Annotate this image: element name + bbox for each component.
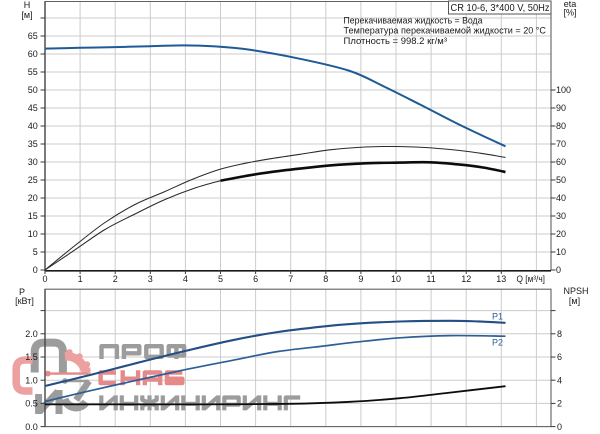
svg-text:1.0: 1.0 xyxy=(25,375,38,385)
svg-text:12: 12 xyxy=(461,274,471,284)
svg-text:4: 4 xyxy=(183,274,188,284)
svg-text:20: 20 xyxy=(28,193,38,203)
svg-text:30: 30 xyxy=(556,211,566,221)
svg-text:4: 4 xyxy=(557,375,562,385)
svg-text:8: 8 xyxy=(323,274,328,284)
svg-text:9: 9 xyxy=(358,274,363,284)
svg-text:0: 0 xyxy=(556,265,561,275)
svg-text:6: 6 xyxy=(253,274,258,284)
svg-text:H: H xyxy=(24,0,31,10)
svg-text:Плотность = 998.2 кг/м³: Плотность = 998.2 кг/м³ xyxy=(344,36,448,46)
svg-text:P2: P2 xyxy=(492,338,503,348)
svg-text:50: 50 xyxy=(556,175,566,185)
svg-text:10: 10 xyxy=(28,229,38,239)
svg-text:90: 90 xyxy=(556,103,566,113)
svg-text:2.0: 2.0 xyxy=(25,329,38,339)
svg-text:45: 45 xyxy=(28,103,38,113)
svg-text:[м]: [м] xyxy=(21,10,32,20)
svg-text:1.5: 1.5 xyxy=(25,352,38,362)
svg-text:55: 55 xyxy=(28,67,38,77)
svg-text:5: 5 xyxy=(218,274,223,284)
svg-text:0: 0 xyxy=(42,274,47,284)
svg-text:80: 80 xyxy=(556,121,566,131)
svg-text:11: 11 xyxy=(426,274,435,284)
svg-text:40: 40 xyxy=(556,193,566,203)
svg-text:10: 10 xyxy=(556,247,566,257)
svg-text:0.5: 0.5 xyxy=(25,399,38,409)
svg-text:Температура перекачиваемой жид: Температура перекачиваемой жидкости = 20… xyxy=(344,26,547,36)
svg-text:[м]: [м] xyxy=(569,296,580,306)
svg-text:60: 60 xyxy=(556,157,566,167)
svg-text:70: 70 xyxy=(556,139,566,149)
svg-text:CR 10-6, 3*400 V, 50Hz: CR 10-6, 3*400 V, 50Hz xyxy=(451,2,550,14)
svg-text:15: 15 xyxy=(28,211,38,221)
svg-text:Q [м³/ч]: Q [м³/ч] xyxy=(517,274,546,284)
svg-text:35: 35 xyxy=(28,139,38,149)
svg-text:Перекачиваемая жидкость = Вода: Перекачиваемая жидкость = Вода xyxy=(344,15,483,25)
svg-text:0: 0 xyxy=(33,265,38,275)
svg-text:13: 13 xyxy=(496,274,506,284)
svg-text:60: 60 xyxy=(28,49,38,59)
svg-text:5: 5 xyxy=(33,247,38,257)
svg-text:10: 10 xyxy=(391,274,401,284)
svg-text:50: 50 xyxy=(28,85,38,95)
svg-text:25: 25 xyxy=(28,175,38,185)
svg-text:2: 2 xyxy=(557,399,562,409)
svg-text:0: 0 xyxy=(557,422,562,432)
svg-text:0.0: 0.0 xyxy=(25,422,38,432)
svg-text:eta: eta xyxy=(564,0,577,9)
svg-text:[%]: [%] xyxy=(563,8,576,18)
svg-text:8: 8 xyxy=(557,329,562,339)
svg-text:40: 40 xyxy=(28,121,38,131)
svg-text:P: P xyxy=(19,287,25,297)
svg-text:65: 65 xyxy=(28,31,38,41)
svg-text:1: 1 xyxy=(78,274,83,284)
svg-text:2: 2 xyxy=(113,274,118,284)
svg-text:7: 7 xyxy=(288,274,293,284)
svg-text:30: 30 xyxy=(28,157,38,167)
svg-text:6: 6 xyxy=(557,352,562,362)
svg-text:P1: P1 xyxy=(492,312,503,322)
svg-text:20: 20 xyxy=(556,229,566,239)
svg-text:100: 100 xyxy=(556,85,571,95)
svg-text:[кВт]: [кВт] xyxy=(15,296,34,306)
svg-text:3: 3 xyxy=(148,274,153,284)
svg-text:NPSH: NPSH xyxy=(563,286,588,296)
